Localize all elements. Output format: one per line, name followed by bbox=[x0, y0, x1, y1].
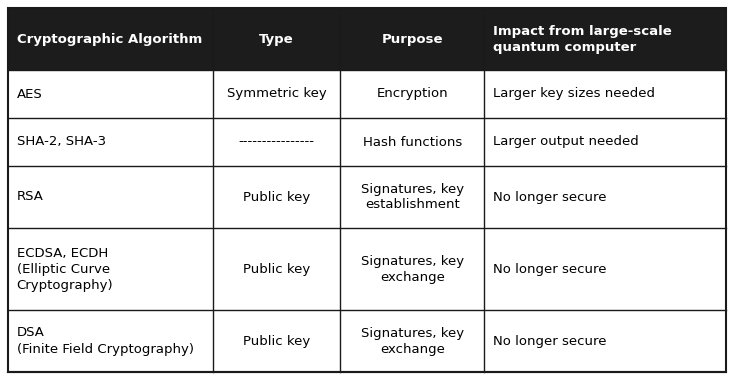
Text: Impact from large-scale
quantum computer: Impact from large-scale quantum computer bbox=[493, 24, 672, 53]
Text: Encryption: Encryption bbox=[377, 88, 448, 100]
Text: DSA
(Finite Field Cryptography): DSA (Finite Field Cryptography) bbox=[17, 326, 194, 355]
Bar bbox=[8, 310, 726, 372]
Text: No longer secure: No longer secure bbox=[493, 335, 606, 347]
Text: Cryptographic Algorithm: Cryptographic Algorithm bbox=[17, 32, 202, 45]
Text: Public key: Public key bbox=[243, 335, 310, 347]
Text: Larger output needed: Larger output needed bbox=[493, 135, 639, 149]
Bar bbox=[8, 228, 726, 310]
Text: SHA-2, SHA-3: SHA-2, SHA-3 bbox=[17, 135, 106, 149]
Text: Symmetric key: Symmetric key bbox=[227, 88, 327, 100]
Text: Hash functions: Hash functions bbox=[363, 135, 462, 149]
Text: Signatures, key
exchange: Signatures, key exchange bbox=[360, 326, 464, 355]
Text: Public key: Public key bbox=[243, 262, 310, 276]
Text: ECDSA, ECDH
(Elliptic Curve
Cryptography): ECDSA, ECDH (Elliptic Curve Cryptography… bbox=[17, 247, 113, 291]
Text: No longer secure: No longer secure bbox=[493, 191, 606, 203]
Text: Public key: Public key bbox=[243, 191, 310, 203]
Text: Type: Type bbox=[259, 32, 294, 45]
Bar bbox=[8, 70, 726, 118]
Text: Signatures, key
establishment: Signatures, key establishment bbox=[360, 182, 464, 211]
Bar bbox=[8, 118, 726, 166]
Text: AES: AES bbox=[17, 88, 43, 100]
Text: Signatures, key
exchange: Signatures, key exchange bbox=[360, 255, 464, 284]
Bar bbox=[8, 8, 726, 70]
Text: Purpose: Purpose bbox=[382, 32, 443, 45]
Text: Larger key sizes needed: Larger key sizes needed bbox=[493, 88, 655, 100]
Bar bbox=[8, 166, 726, 228]
Text: No longer secure: No longer secure bbox=[493, 262, 606, 276]
Text: ----------------: ---------------- bbox=[239, 135, 315, 149]
Text: RSA: RSA bbox=[17, 191, 43, 203]
